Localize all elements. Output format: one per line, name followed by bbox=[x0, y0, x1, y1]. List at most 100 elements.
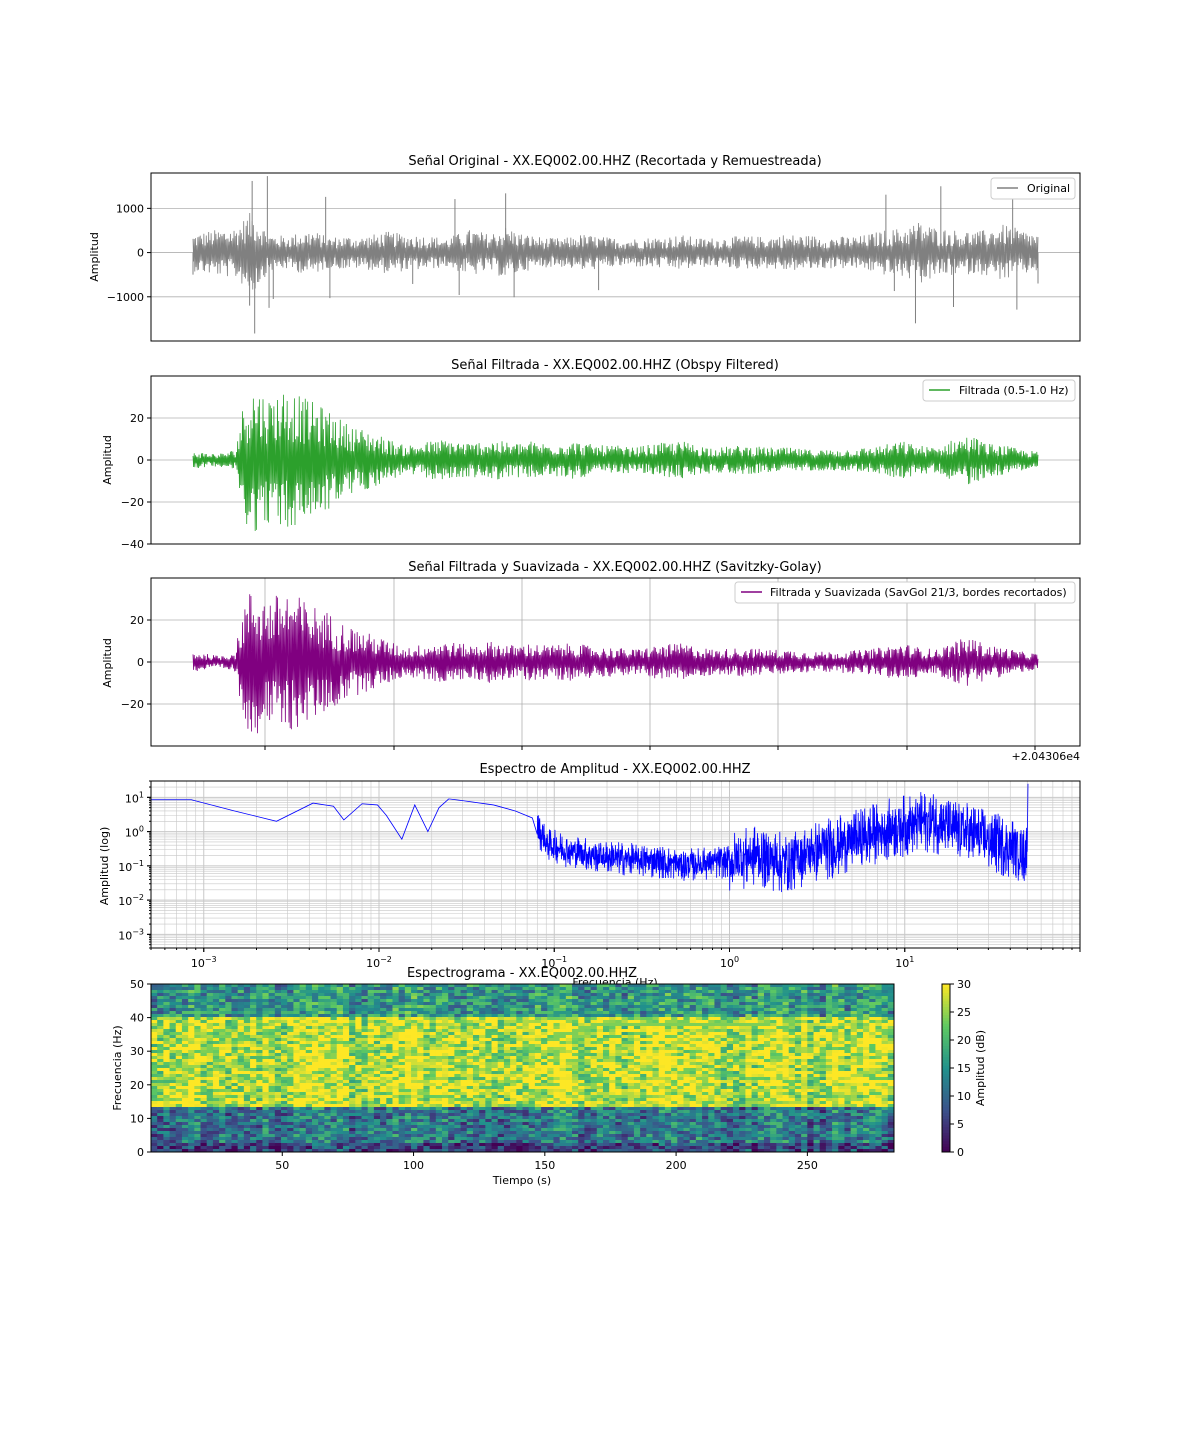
spectrogram-cell bbox=[237, 1095, 245, 1099]
spectrogram-cell bbox=[231, 1035, 239, 1039]
spectrogram-cell bbox=[547, 1122, 554, 1126]
spectrogram-cell bbox=[336, 1083, 344, 1087]
spectrogram-cell bbox=[163, 1107, 170, 1111]
spectrogram-cell bbox=[522, 1047, 530, 1051]
spectrogram-cell bbox=[380, 1137, 387, 1141]
spectrogram-cell bbox=[274, 1071, 282, 1075]
spectrogram-cell bbox=[342, 1110, 350, 1114]
spectrogram-cell bbox=[479, 987, 486, 991]
spectrogram-cell bbox=[311, 1089, 319, 1093]
spectrogram-cell bbox=[219, 1125, 226, 1129]
spectrogram-cell bbox=[318, 1041, 325, 1045]
spectrogram-cell bbox=[355, 1083, 362, 1087]
spectrogram-cell bbox=[336, 987, 344, 991]
spectrogram-cell bbox=[169, 1104, 177, 1108]
spectrogram-cell bbox=[565, 1020, 573, 1024]
spectrogram-cell bbox=[411, 1140, 418, 1144]
spectrogram-cell bbox=[454, 1014, 461, 1018]
spectrogram-cell bbox=[491, 1101, 499, 1105]
spectrogram-cell bbox=[429, 987, 437, 991]
spectrogram-cell bbox=[497, 1056, 505, 1060]
spectrogram-cell bbox=[429, 1008, 437, 1012]
spectrogram-cell bbox=[646, 993, 653, 997]
spectrogram-cell bbox=[151, 1149, 158, 1153]
spectrogram-cell bbox=[423, 1026, 431, 1030]
spectrogram-cell bbox=[646, 1038, 653, 1042]
spectrogram-cell bbox=[602, 1149, 610, 1153]
spectrogram-cell bbox=[590, 1008, 598, 1012]
spectrogram-cell bbox=[212, 1014, 220, 1018]
spectrogram-cell bbox=[262, 1020, 270, 1024]
spectrogram-cell bbox=[212, 984, 220, 988]
spectrogram-cell bbox=[342, 1011, 350, 1015]
spectrogram-cell bbox=[212, 1002, 220, 1006]
spectrogram-cell bbox=[181, 1131, 189, 1135]
spectrogram-cell bbox=[547, 1029, 554, 1033]
spectrogram-cell bbox=[373, 1092, 381, 1096]
spectrogram-cell bbox=[485, 1038, 492, 1042]
spectrogram-cell bbox=[231, 1029, 239, 1033]
spectrogram-cell bbox=[355, 1149, 362, 1153]
spectrogram-cell bbox=[516, 1065, 523, 1069]
spectrogram-cell bbox=[640, 984, 647, 988]
spectrogram-cell bbox=[423, 1038, 431, 1042]
spectrogram-cell bbox=[181, 996, 189, 1000]
spectrogram-cell bbox=[466, 1104, 474, 1108]
spectrogram-cell bbox=[547, 1098, 554, 1102]
spectrogram-cell bbox=[584, 1140, 592, 1144]
spectrogram-cell bbox=[318, 1140, 325, 1144]
spectrogram-cell bbox=[250, 1146, 257, 1150]
spectrogram-cell bbox=[454, 996, 461, 1000]
spectrogram-cell bbox=[559, 1119, 567, 1123]
spectrogram-cell bbox=[559, 1107, 567, 1111]
spectrogram-cell bbox=[602, 1080, 610, 1084]
spectrogram-cell bbox=[231, 1074, 239, 1078]
spectrogram-cell bbox=[256, 1062, 263, 1066]
spectrogram-cell bbox=[602, 1140, 610, 1144]
spectrogram-cell bbox=[646, 1080, 653, 1084]
spectrogram-cell bbox=[212, 1140, 220, 1144]
spectrogram-cell bbox=[528, 1128, 536, 1132]
spectrogram-cell bbox=[640, 1023, 647, 1027]
spectrogram-cell bbox=[602, 1047, 610, 1051]
spectrogram-cell bbox=[621, 1062, 629, 1066]
spectrogram-cell bbox=[448, 1113, 455, 1117]
spectrogram-cell bbox=[398, 993, 406, 997]
spectrogram-cell bbox=[448, 999, 455, 1003]
spectrogram-cell bbox=[559, 1050, 567, 1054]
spectrogram-cell bbox=[194, 1110, 201, 1114]
spectrogram-cell bbox=[398, 1014, 406, 1018]
spectrogram-cell bbox=[602, 1113, 610, 1117]
spectrogram-cell bbox=[423, 1035, 431, 1039]
spectrogram-cell bbox=[429, 1044, 437, 1048]
spectrogram-cell bbox=[237, 1053, 245, 1057]
spectrogram-cell bbox=[435, 1005, 443, 1009]
spectrogram-cell bbox=[609, 1068, 616, 1072]
spectrogram-cell bbox=[151, 1005, 158, 1009]
spectrogram-cell bbox=[373, 1140, 381, 1144]
spectrogram-cell bbox=[510, 1074, 517, 1078]
spectrogram-cell bbox=[615, 1068, 622, 1072]
spectrogram-cell bbox=[510, 1011, 517, 1015]
spectrogram-cell bbox=[510, 1104, 517, 1108]
spectrogram-cell bbox=[206, 1089, 214, 1093]
spectrogram-cell bbox=[584, 1095, 592, 1099]
spectrogram-cell bbox=[615, 1089, 622, 1093]
spectrogram-cell bbox=[188, 1134, 195, 1138]
spectrogram-cell bbox=[250, 1074, 257, 1078]
spectrogram-cell bbox=[565, 1032, 573, 1036]
spectrogram-cell bbox=[522, 1071, 530, 1075]
spectrogram-cell bbox=[219, 1149, 226, 1153]
spectrogram-cell bbox=[640, 1065, 647, 1069]
spectrogram-cell bbox=[355, 1059, 362, 1063]
spectrogram-cell bbox=[578, 1116, 585, 1120]
spectrogram-cell bbox=[355, 1098, 362, 1102]
spectrogram-cell bbox=[559, 1059, 567, 1063]
spectrogram-cell bbox=[262, 993, 270, 997]
spectrogram-cell bbox=[157, 1113, 164, 1117]
spectrogram-cell bbox=[503, 1092, 511, 1096]
spectrogram-cell bbox=[491, 1023, 499, 1027]
spectrogram-cell bbox=[175, 1014, 183, 1018]
spectrogram-cell bbox=[627, 1131, 635, 1135]
spectrogram-cell bbox=[590, 1098, 598, 1102]
